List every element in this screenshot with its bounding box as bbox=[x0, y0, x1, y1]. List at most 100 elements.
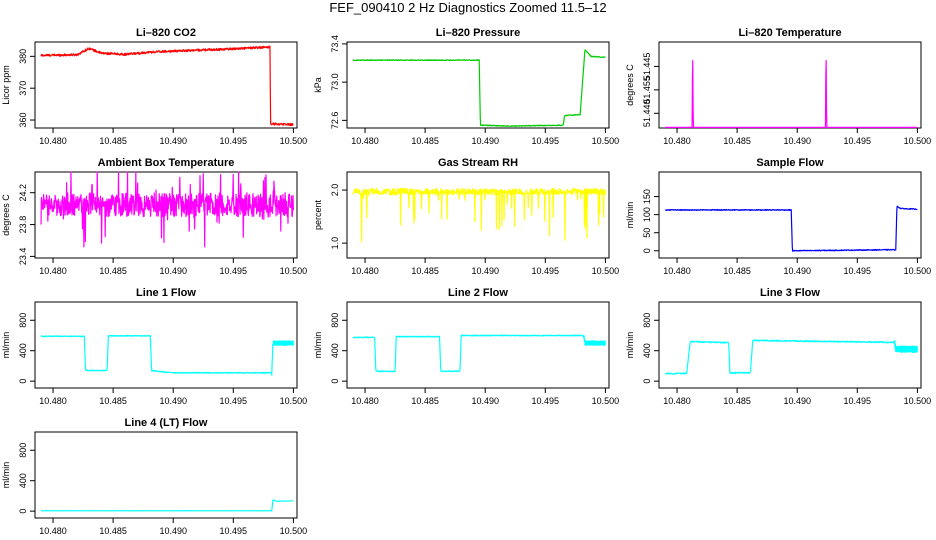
x-tick-label: 10.490 bbox=[783, 266, 811, 276]
chart-temperature: Li–820 Temperature degrees C 51.44051.4555… bbox=[625, 27, 931, 146]
y-axis-label: percent bbox=[313, 199, 323, 230]
chart-title: Li–820 Temperature bbox=[738, 27, 841, 39]
x-tick-label: 10.485 bbox=[411, 266, 439, 276]
x-tick-label: 10.500 bbox=[280, 526, 308, 536]
y-tick-label: 400 bbox=[18, 473, 28, 488]
plot-frame bbox=[34, 301, 298, 389]
x-tick-label: 10.500 bbox=[904, 266, 932, 276]
chart-title: Line 2 Flow bbox=[448, 287, 508, 299]
y-tick-label: 23.8 bbox=[18, 216, 28, 234]
y-axis-label: Licor ppm bbox=[1, 65, 11, 105]
chart-title: Line 4 (LT) Flow bbox=[125, 417, 208, 429]
chart-title: Line 1 Flow bbox=[136, 287, 196, 299]
x-tick-label: 10.485 bbox=[411, 396, 439, 406]
plot-frame bbox=[346, 171, 610, 259]
plot-frame bbox=[658, 301, 922, 389]
chart-line2: Line 2 Flow ml/min 0 400 800 10.480 10.485 10.4… bbox=[313, 287, 619, 406]
y-tick-label: 73.0 bbox=[330, 73, 340, 91]
y-tick-label: 400 bbox=[18, 343, 28, 358]
x-tick-label: 10.480 bbox=[351, 136, 379, 146]
series-line-line2 bbox=[352, 334, 606, 373]
x-tick-label: 10.500 bbox=[904, 136, 932, 146]
page-title: FEF_090410 2 Hz Diagnostics Zoomed 11.5–… bbox=[329, 0, 607, 15]
chart-title: Li–820 Pressure bbox=[436, 27, 520, 39]
x-tick-label: 10.490 bbox=[159, 526, 187, 536]
chart-title: Li–820 CO2 bbox=[136, 27, 196, 39]
x-tick-label: 10.490 bbox=[471, 266, 499, 276]
x-tick-label: 10.500 bbox=[280, 396, 308, 406]
y-axis-label: degrees C bbox=[625, 64, 635, 106]
x-tick-label: 10.495 bbox=[220, 136, 248, 146]
x-tick-label: 10.480 bbox=[351, 396, 379, 406]
y-tick-label: 0 bbox=[642, 248, 652, 253]
x-tick-label: 10.480 bbox=[351, 266, 379, 276]
plot-frame bbox=[34, 171, 298, 259]
x-tick-label: 10.495 bbox=[844, 266, 872, 276]
x-tick-label: 10.485 bbox=[723, 266, 751, 276]
y-tick-label: 2.0 bbox=[330, 184, 340, 197]
y-tick-label: 1.0 bbox=[330, 237, 340, 250]
y-axis-label: kPa bbox=[313, 77, 323, 93]
series-line-line4 bbox=[40, 499, 294, 512]
x-tick-label: 10.485 bbox=[411, 136, 439, 146]
x-tick-label: 10.485 bbox=[723, 396, 751, 406]
plot-frame bbox=[658, 171, 922, 259]
y-tick-label: 24.2 bbox=[18, 184, 28, 202]
x-tick-label: 10.495 bbox=[220, 396, 248, 406]
x-tick-label: 10.490 bbox=[159, 396, 187, 406]
plot-frame bbox=[346, 41, 610, 129]
y-axis-label: ml/min bbox=[1, 462, 11, 489]
y-tick-label: 0 bbox=[642, 379, 652, 384]
chart-sample: Sample Flow ml/min 0 50 100 150 10.480 10.485 10… bbox=[625, 157, 931, 276]
x-tick-label: 10.500 bbox=[592, 266, 620, 276]
y-tick-label: 50 bbox=[642, 228, 652, 238]
x-tick-label: 10.495 bbox=[844, 136, 872, 146]
x-tick-label: 10.500 bbox=[280, 136, 308, 146]
y-tick-label: 0 bbox=[18, 379, 28, 384]
x-tick-label: 10.485 bbox=[99, 136, 127, 146]
y-tick-label: 72.6 bbox=[330, 112, 340, 130]
plot-frame bbox=[658, 41, 922, 129]
x-tick-label: 10.490 bbox=[159, 266, 187, 276]
x-tick-label: 10.480 bbox=[39, 526, 67, 536]
x-tick-label: 10.480 bbox=[663, 136, 691, 146]
y-axis-label: ml/min bbox=[625, 202, 635, 229]
series-line-co2 bbox=[40, 45, 294, 127]
y-tick-label: 150 bbox=[642, 189, 652, 204]
x-tick-label: 10.490 bbox=[159, 136, 187, 146]
x-tick-label: 10.500 bbox=[904, 396, 932, 406]
series-line-line1 bbox=[40, 334, 294, 376]
y-axis-label: ml/min bbox=[625, 332, 635, 359]
chart-rh: Gas Stream RH percent 1.0 2.0 10.480 10.485 10… bbox=[313, 157, 619, 276]
x-tick-label: 10.480 bbox=[663, 396, 691, 406]
x-tick-label: 10.485 bbox=[723, 136, 751, 146]
chart-title: Gas Stream RH bbox=[438, 157, 518, 169]
y-tick-label: 23.4 bbox=[18, 248, 28, 266]
series-line-line3 bbox=[664, 339, 918, 375]
series-line-ambient bbox=[40, 171, 294, 248]
x-tick-label: 10.480 bbox=[39, 396, 67, 406]
y-tick-label: 400 bbox=[330, 343, 340, 358]
x-tick-label: 10.495 bbox=[532, 266, 560, 276]
chart-title: Ambient Box Temperature bbox=[98, 157, 235, 169]
y-tick-label: 100 bbox=[642, 207, 652, 222]
x-tick-label: 10.485 bbox=[99, 396, 127, 406]
x-tick-label: 10.485 bbox=[99, 526, 127, 536]
y-tick-label: 73.4 bbox=[330, 35, 340, 53]
plot-frame bbox=[34, 431, 298, 519]
series-line-pressure bbox=[352, 49, 606, 128]
chart-title: Sample Flow bbox=[756, 157, 824, 169]
x-tick-label: 10.480 bbox=[663, 266, 691, 276]
chart-line3: Line 3 Flow ml/min 0 400 800 10.480 10.485 10.4… bbox=[625, 287, 931, 406]
y-tick-label: 800 bbox=[330, 313, 340, 328]
x-tick-label: 10.490 bbox=[783, 396, 811, 406]
y-tick-label: 400 bbox=[642, 343, 652, 358]
chart-line4: Line 4 (LT) Flow ml/min 0 400 800 10.480 10.48… bbox=[1, 417, 307, 536]
x-tick-label: 10.490 bbox=[783, 136, 811, 146]
y-tick-label: 0 bbox=[18, 509, 28, 514]
series-line-rh bbox=[352, 187, 606, 243]
y-tick-label: 51.455 bbox=[642, 76, 652, 104]
chart-co2: Li–820 CO2 Licor ppm 360 370 380 10.480 10.485… bbox=[1, 27, 307, 146]
x-tick-label: 10.480 bbox=[39, 266, 67, 276]
series-line-sample bbox=[664, 205, 918, 252]
